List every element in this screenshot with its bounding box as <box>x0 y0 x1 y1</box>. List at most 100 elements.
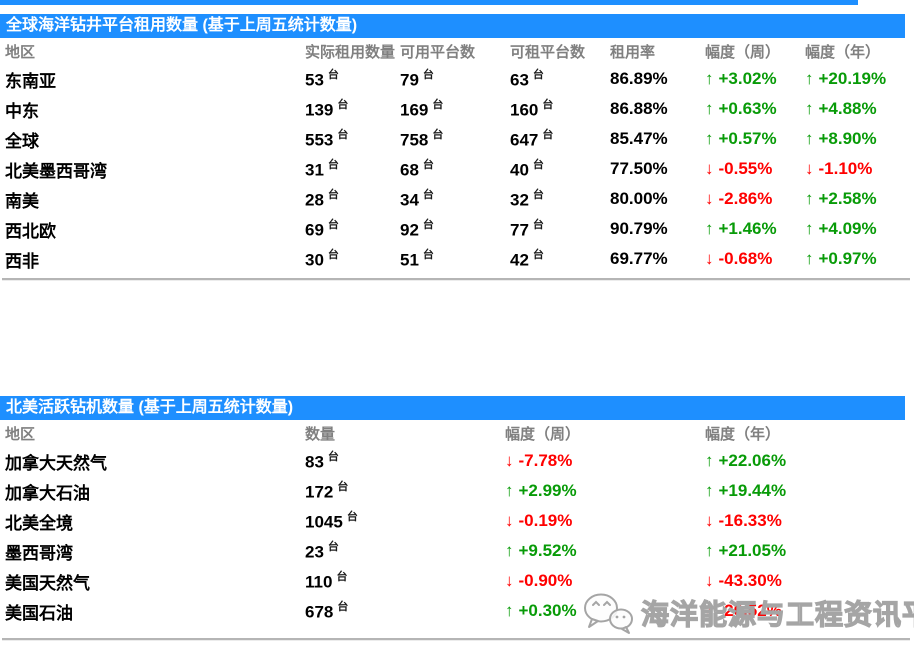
global-rig-rental-report: 全球海洋钻井平台租用数量 (基于上周五统计数量) 地区 实际租用数量 可用平台数… <box>0 14 914 274</box>
week-change-cell: ↓ -2.86% <box>700 184 800 214</box>
table2-title-bar: 北美活跃钻机数量 (基于上周五统计数量) <box>0 396 905 420</box>
year-change-value: +0.97% <box>818 249 877 268</box>
trend-arrow-icon: ↓ <box>705 249 714 268</box>
week-change-cell: ↓ -0.68% <box>700 244 800 274</box>
rented-cell: 69 台 <box>300 214 395 244</box>
rate-cell: 77.50% <box>610 159 668 178</box>
year-change-cell: ↑ +8.90% <box>800 124 914 154</box>
col-header-rented: 实际租用数量 <box>305 43 396 61</box>
rented-value: 53 <box>305 70 324 90</box>
week-change-cell: ↑ +3.02% <box>700 64 800 94</box>
unit-label: 台 <box>327 541 339 554</box>
col-header-year-change: 幅度（年） <box>705 425 781 443</box>
col-header-week-change: 幅度（周） <box>505 425 581 443</box>
table2-title: 北美活跃钻机数量 (基于上周五统计数量) <box>6 399 294 416</box>
rented-cell: 139 台 <box>300 94 395 124</box>
available-value: 92 <box>400 220 419 240</box>
table1-header-row: 地区 实际租用数量 可用平台数 可租平台数 租用率 幅度（周） 幅度（年） <box>0 38 914 64</box>
week-change-value: +0.57% <box>718 129 777 148</box>
region-cell: 加拿大石油 <box>5 483 90 503</box>
year-change-cell: ↑ +22.06% <box>700 446 914 476</box>
unit-label: 台 <box>346 511 358 524</box>
rented-cell: 31 台 <box>300 154 395 184</box>
region-cell: 全球 <box>5 131 39 151</box>
year-change-cell: ↓ -43.30% <box>700 566 914 596</box>
year-change-value: -43.30% <box>718 571 782 590</box>
region-cell: 北美墨西哥湾 <box>5 161 107 181</box>
available-value: 34 <box>400 190 419 210</box>
section-divider <box>2 638 910 641</box>
table1-title-bar: 全球海洋钻井平台租用数量 (基于上周五统计数量) <box>0 14 905 38</box>
col-header-available: 可用平台数 <box>400 43 476 61</box>
rate-cell: 90.79% <box>610 219 668 238</box>
rented-value: 139 <box>305 100 334 120</box>
rented-value: 69 <box>305 220 324 240</box>
count-cell: 23 台 <box>300 536 500 566</box>
year-change-value: -1.10% <box>818 159 873 178</box>
count-value: 23 <box>305 542 324 562</box>
col-header-year-change: 幅度（年） <box>805 43 881 61</box>
unit-label: 台 <box>532 249 544 262</box>
global-rig-rental-table: 地区 实际租用数量 可用平台数 可租平台数 租用率 幅度（周） 幅度（年） 东南… <box>0 38 914 274</box>
trend-arrow-icon: ↑ <box>805 129 814 148</box>
north-america-rig-count-table: 地区 数量 幅度（周） 幅度（年） 加拿大天然气 83 台 ↓ -7.78% ↑ +2… <box>0 420 914 626</box>
region-cell: 北美全境 <box>5 513 73 533</box>
week-change-value: +1.46% <box>718 219 777 238</box>
available-cell: 758 台 <box>395 124 505 154</box>
unit-label: 台 <box>327 189 339 202</box>
count-cell: 83 台 <box>300 446 500 476</box>
year-change-cell: ↑ +19.44% <box>700 476 914 506</box>
count-cell: 110 台 <box>300 566 500 596</box>
trend-arrow-icon: ↓ <box>505 451 514 470</box>
rented-value: 31 <box>305 160 324 180</box>
year-change-cell: ↑ +20.19% <box>800 64 914 94</box>
trend-arrow-icon: ↑ <box>805 249 814 268</box>
rented-value: 28 <box>305 190 324 210</box>
trend-arrow-icon: ↑ <box>705 129 714 148</box>
trend-arrow-icon: ↑ <box>505 481 514 500</box>
count-value: 678 <box>305 602 334 622</box>
week-change-value: -0.90% <box>518 571 573 590</box>
col-header-rentable: 可租平台数 <box>510 43 586 61</box>
unit-label: 台 <box>327 159 339 172</box>
trend-arrow-icon: ↑ <box>705 451 714 470</box>
week-change-cell: ↓ -0.55% <box>700 154 800 184</box>
count-cell: 172 台 <box>300 476 500 506</box>
col-header-count: 数量 <box>305 425 336 443</box>
trend-arrow-icon: ↓ <box>705 601 714 620</box>
week-change-value: -7.78% <box>518 451 573 470</box>
region-cell: 西非 <box>5 251 39 271</box>
unit-label: 台 <box>337 601 349 614</box>
table-row: 北美墨西哥湾 31 台 68 台 40 台 77.50% ↓ -0.55% ↓ -1.10… <box>0 154 914 184</box>
table-row: 北美全境 1045 台 ↓ -0.19% ↓ -16.33% <box>0 506 914 536</box>
unit-label: 台 <box>422 69 434 82</box>
available-cell: 79 台 <box>395 64 505 94</box>
rented-cell: 553 台 <box>300 124 395 154</box>
table-row: 墨西哥湾 23 台 ↑ +9.52% ↑ +21.05% <box>0 536 914 566</box>
trend-arrow-icon: ↓ <box>805 159 814 178</box>
week-change-cell: ↑ +9.52% <box>500 536 700 566</box>
unit-label: 台 <box>422 159 434 172</box>
top-accent-bar <box>0 0 858 5</box>
count-value: 172 <box>305 482 334 502</box>
week-change-cell: ↓ -7.78% <box>500 446 700 476</box>
col-header-week-change: 幅度（周） <box>705 43 781 61</box>
unit-label: 台 <box>337 99 349 112</box>
year-change-value: +20.19% <box>818 69 887 88</box>
unit-label: 台 <box>327 219 339 232</box>
year-change-cell: ↑ +21.05% <box>700 536 914 566</box>
rate-cell: 86.88% <box>610 99 668 118</box>
table-row: 美国天然气 110 台 ↓ -0.90% ↓ -43.30% <box>0 566 914 596</box>
count-value: 110 <box>305 572 333 592</box>
available-value: 68 <box>400 160 419 180</box>
week-change-value: +2.99% <box>518 481 577 500</box>
rentable-value: 42 <box>510 250 529 270</box>
unit-label: 台 <box>432 129 444 142</box>
rented-value: 30 <box>305 250 324 270</box>
trend-arrow-icon: ↑ <box>705 541 714 560</box>
rentable-cell: 77 台 <box>505 214 605 244</box>
week-change-value: -0.19% <box>518 511 573 530</box>
year-change-cell: ↑ +2.58% <box>800 184 914 214</box>
week-change-cell: ↑ +0.30% <box>500 596 700 626</box>
trend-arrow-icon: ↓ <box>705 511 714 530</box>
